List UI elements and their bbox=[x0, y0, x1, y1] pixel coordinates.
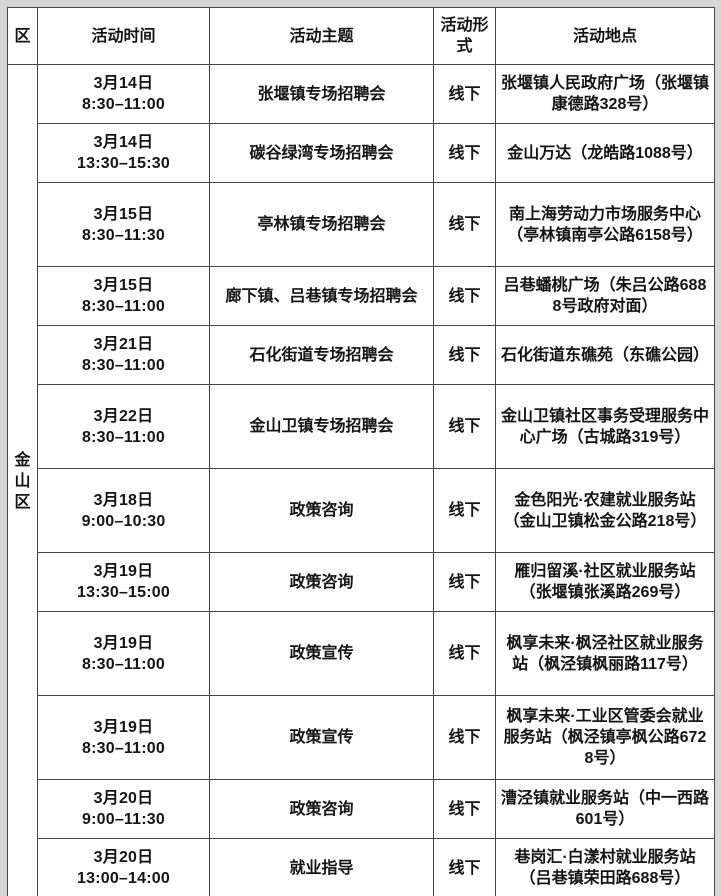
table-row: 3月14日 13:30–15:30 碳谷绿湾专场招聘会 线下 金山万达（龙皓路1… bbox=[8, 123, 715, 184]
table-row: 3月15日 8:30–11:00 廊下镇、吕巷镇专场招聘会 线下 吕巷蟠桃广场（… bbox=[8, 266, 715, 327]
activity-time: 8:30–11:00 bbox=[82, 357, 165, 375]
cell-location: 金色阳光·农建就业服务站（金山卫镇松金公路218号） bbox=[495, 468, 715, 554]
table-row: 3月18日 9:00–10:30 政策咨询 线下 金色阳光·农建就业服务站（金山… bbox=[8, 468, 715, 554]
cell-time: 3月19日 13:30–15:00 bbox=[37, 552, 210, 613]
activity-date: 3月19日 bbox=[93, 563, 154, 581]
cell-location: 金山卫镇社区事务受理服务中心广场（古城路319号） bbox=[495, 384, 715, 470]
cell-format: 线下 bbox=[433, 838, 496, 896]
table-row: 3月15日 8:30–11:30 亭林镇专场招聘会 线下 南上海劳动力市场服务中… bbox=[8, 182, 715, 268]
activity-time: 8:30–11:00 bbox=[82, 655, 165, 673]
table-row: 3月20日 13:00–14:00 就业指导 线下 巷岗汇·白漾村就业服务站（吕… bbox=[8, 838, 715, 896]
cell-format: 线下 bbox=[433, 552, 496, 613]
table-body: 金山区 3月14日 8:30–11:00 张堰镇专场招聘会 线下 张堰镇人民政府… bbox=[7, 64, 715, 896]
cell-theme: 金山卫镇专场招聘会 bbox=[209, 384, 434, 470]
table-header: 区 活动时间 活动主题 活动形式 活动地点 bbox=[7, 6, 715, 66]
cell-format: 线下 bbox=[433, 123, 496, 184]
activity-date: 3月20日 bbox=[93, 790, 154, 808]
cell-theme: 亭林镇专场招聘会 bbox=[209, 182, 434, 268]
cell-time: 3月18日 9:00–10:30 bbox=[37, 468, 210, 554]
column-header-time: 活动时间 bbox=[37, 6, 210, 66]
cell-time: 3月14日 8:30–11:00 bbox=[37, 64, 210, 125]
cell-format: 线下 bbox=[433, 64, 496, 125]
cell-location: 枫享未来·枫泾社区就业服务站（枫泾镇枫丽路117号） bbox=[495, 611, 715, 697]
activity-time: 13:00–14:00 bbox=[77, 870, 170, 888]
activity-date: 3月21日 bbox=[93, 336, 154, 354]
cell-theme: 政策咨询 bbox=[209, 468, 434, 554]
activity-time: 13:30–15:30 bbox=[77, 155, 170, 173]
cell-format: 线下 bbox=[433, 779, 496, 840]
cell-location: 张堰镇人民政府广场（张堰镇康德路328号） bbox=[495, 64, 715, 125]
activity-time: 9:00–11:30 bbox=[82, 811, 165, 829]
activity-time: 8:30–11:00 bbox=[82, 428, 165, 446]
activity-time: 13:30–15:00 bbox=[77, 584, 170, 602]
cell-format: 线下 bbox=[433, 266, 496, 327]
activity-time: 8:30–11:00 bbox=[82, 739, 165, 757]
cell-time: 3月15日 8:30–11:30 bbox=[37, 182, 210, 268]
column-header-district: 区 bbox=[7, 6, 38, 66]
cell-location: 石化街道东礁苑（东礁公园） bbox=[495, 325, 715, 386]
table-row: 3月19日 8:30–11:00 政策宣传 线下 枫享未来·枫泾社区就业服务站（… bbox=[8, 611, 715, 697]
cell-location: 枫享未来·工业区管委会就业服务站（枫泾镇亭枫公路6728号） bbox=[495, 695, 715, 781]
column-header-location: 活动地点 bbox=[495, 6, 715, 66]
cell-time: 3月20日 9:00–11:30 bbox=[37, 779, 210, 840]
activity-date: 3月20日 bbox=[93, 849, 154, 867]
activity-date: 3月15日 bbox=[93, 277, 154, 295]
cell-time: 3月21日 8:30–11:00 bbox=[37, 325, 210, 386]
activity-date: 3月18日 bbox=[93, 491, 154, 509]
cell-format: 线下 bbox=[433, 695, 496, 781]
activity-date: 3月19日 bbox=[93, 718, 154, 736]
table-row: 3月19日 13:30–15:00 政策咨询 线下 雁归留溪·社区就业服务站（张… bbox=[8, 552, 715, 613]
cell-location: 雁归留溪·社区就业服务站（张堰镇张溪路269号） bbox=[495, 552, 715, 613]
cell-theme: 政策咨询 bbox=[209, 552, 434, 613]
district-cell: 金山区 bbox=[7, 64, 38, 896]
cell-theme: 石化街道专场招聘会 bbox=[209, 325, 434, 386]
activity-table: 区 活动时间 活动主题 活动形式 活动地点 金山区 3月14日 8:30–11:… bbox=[7, 6, 715, 896]
activity-date: 3月14日 bbox=[93, 75, 154, 93]
cell-location: 南上海劳动力市场服务中心（亭林镇南亭公路6158号） bbox=[495, 182, 715, 268]
table-row: 金山区 3月14日 8:30–11:00 张堰镇专场招聘会 线下 张堰镇人民政府… bbox=[7, 64, 715, 896]
table-row: 3月20日 9:00–11:30 政策咨询 线下 漕泾镇就业服务站（中一西路60… bbox=[8, 779, 715, 840]
activity-date: 3月19日 bbox=[93, 634, 154, 652]
cell-time: 3月14日 13:30–15:30 bbox=[37, 123, 210, 184]
activity-date: 3月15日 bbox=[93, 205, 154, 223]
column-header-theme: 活动主题 bbox=[209, 6, 434, 66]
activity-date: 3月22日 bbox=[93, 407, 154, 425]
cell-theme: 张堰镇专场招聘会 bbox=[209, 64, 434, 125]
cell-location: 漕泾镇就业服务站（中一西路601号） bbox=[495, 779, 715, 840]
cell-theme: 政策宣传 bbox=[209, 611, 434, 697]
table-row: 3月22日 8:30–11:00 金山卫镇专场招聘会 线下 金山卫镇社区事务受理… bbox=[8, 384, 715, 470]
cell-theme: 廊下镇、吕巷镇专场招聘会 bbox=[209, 266, 434, 327]
activity-date: 3月14日 bbox=[93, 134, 154, 152]
cell-time: 3月19日 8:30–11:00 bbox=[37, 695, 210, 781]
table-row: 3月19日 8:30–11:00 政策宣传 线下 枫享未来·工业区管委会就业服务… bbox=[8, 695, 715, 781]
activity-time: 9:00–10:30 bbox=[81, 512, 166, 530]
cell-location: 巷岗汇·白漾村就业服务站（吕巷镇荣田路688号） bbox=[495, 838, 715, 896]
cell-format: 线下 bbox=[433, 611, 496, 697]
table-row: 3月21日 8:30–11:00 石化街道专场招聘会 线下 石化街道东礁苑（东礁… bbox=[8, 325, 715, 386]
cell-format: 线下 bbox=[433, 384, 496, 470]
cell-format: 线下 bbox=[433, 468, 496, 554]
cell-location: 金山万达（龙皓路1088号） bbox=[495, 123, 715, 184]
cell-time: 3月15日 8:30–11:00 bbox=[37, 266, 210, 327]
header-row: 区 活动时间 活动主题 活动形式 活动地点 bbox=[7, 6, 715, 66]
cell-theme: 碳谷绿湾专场招聘会 bbox=[209, 123, 434, 184]
cell-time: 3月20日 13:00–14:00 bbox=[37, 838, 210, 896]
cell-time: 3月22日 8:30–11:00 bbox=[37, 384, 210, 470]
column-header-format: 活动形式 bbox=[433, 6, 496, 66]
cell-format: 线下 bbox=[433, 325, 496, 386]
cell-location: 吕巷蟠桃广场（朱吕公路6888号政府对面） bbox=[495, 266, 715, 327]
cell-theme: 就业指导 bbox=[209, 838, 434, 896]
cell-theme: 政策宣传 bbox=[209, 695, 434, 781]
cell-time: 3月19日 8:30–11:00 bbox=[37, 611, 210, 697]
activity-time: 8:30–11:00 bbox=[82, 298, 165, 316]
cell-format: 线下 bbox=[433, 182, 496, 268]
activity-time: 8:30–11:00 bbox=[82, 96, 165, 114]
cell-theme: 政策咨询 bbox=[209, 779, 434, 840]
activity-time: 8:30–11:30 bbox=[82, 226, 165, 244]
